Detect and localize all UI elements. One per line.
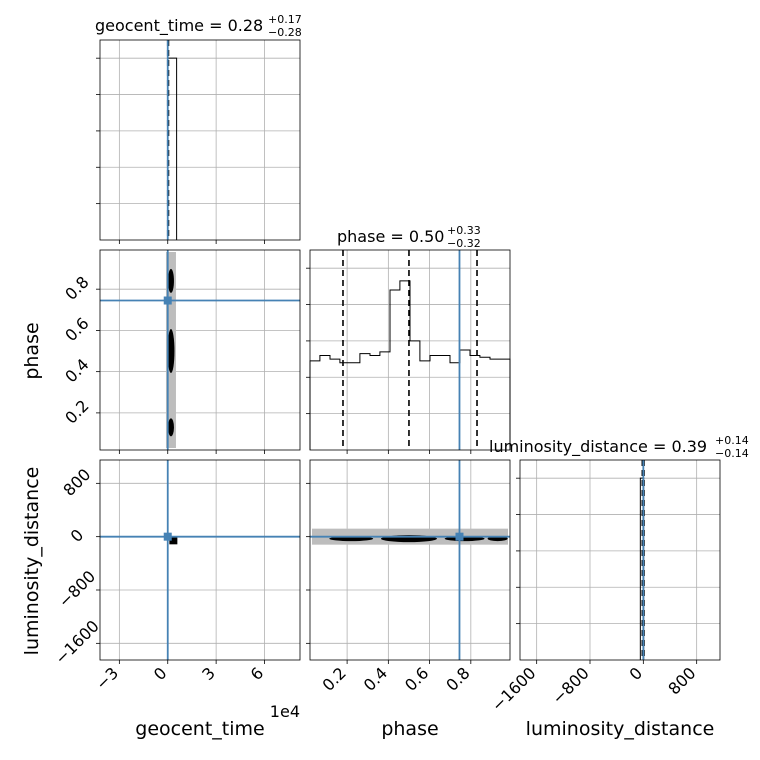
ylabel-phase: phase — [21, 322, 43, 379]
title-geocent-time-sup: +0.17 — [268, 13, 302, 26]
title-phase: phase = 0.50 — [337, 227, 444, 246]
tick-label-x: 3 — [198, 663, 219, 684]
title-phase-sub: −0.32 — [447, 237, 481, 250]
truth-marker — [163, 532, 172, 541]
title-geocent-time: geocent_time = 0.28 — [95, 16, 263, 36]
panel-frame — [309, 459, 511, 661]
truth-marker — [455, 532, 464, 541]
xlabel-phase: phase — [381, 718, 438, 740]
tick-label-x: 0 — [626, 663, 647, 684]
contour — [167, 268, 174, 293]
tick-label-x: −3 — [92, 663, 122, 693]
panel-frame — [99, 249, 301, 451]
tick-label-x: −1600 — [488, 663, 540, 715]
tick-label-x: 0.4 — [360, 663, 391, 694]
panel-frame — [99, 459, 301, 661]
tick-label-y: 0.4 — [61, 355, 92, 386]
tick-label-y: 0.6 — [61, 314, 92, 345]
title-phase-sup: +0.33 — [447, 224, 481, 237]
contour — [167, 418, 174, 437]
tick-label-y: −1600 — [51, 616, 103, 668]
panel-frame — [99, 39, 301, 241]
tick-label-y: 800 — [59, 465, 94, 500]
tick-label-x: 6 — [247, 663, 268, 684]
tick-label-x: 0 — [150, 663, 171, 684]
tick-label-x: 800 — [664, 663, 699, 698]
tick-label-y: 0.8 — [61, 272, 92, 303]
tick-label-y: −800 — [55, 567, 100, 612]
ylabel-luminosity-distance: luminosity_distance — [21, 467, 43, 656]
title-luminosity-distance-sup: +0.14 — [715, 434, 749, 447]
title-luminosity-distance-sub: −0.14 — [715, 447, 749, 460]
title-geocent-time-sub: −0.28 — [268, 26, 302, 39]
xaxis-multiplier: 1e4 — [270, 702, 300, 721]
xlabel-geocent-time: geocent_time — [135, 718, 264, 740]
xlabel-luminosity-distance: luminosity_distance — [526, 718, 715, 740]
panel-frame — [309, 249, 511, 451]
tick-label-x: 0.8 — [442, 663, 473, 694]
contour — [167, 329, 175, 374]
tick-label-x: −800 — [548, 663, 593, 708]
tick-label-y: 0.2 — [61, 396, 92, 427]
tick-label-x: 0.6 — [401, 663, 432, 694]
truth-marker — [163, 296, 172, 305]
tick-label-y: 0 — [67, 525, 88, 546]
tick-label-x: 0.2 — [319, 663, 350, 694]
panel-frame — [519, 459, 721, 661]
contour — [169, 537, 178, 545]
title-luminosity-distance: luminosity_distance = 0.39 — [489, 437, 707, 457]
histogram-phase — [309, 280, 511, 450]
